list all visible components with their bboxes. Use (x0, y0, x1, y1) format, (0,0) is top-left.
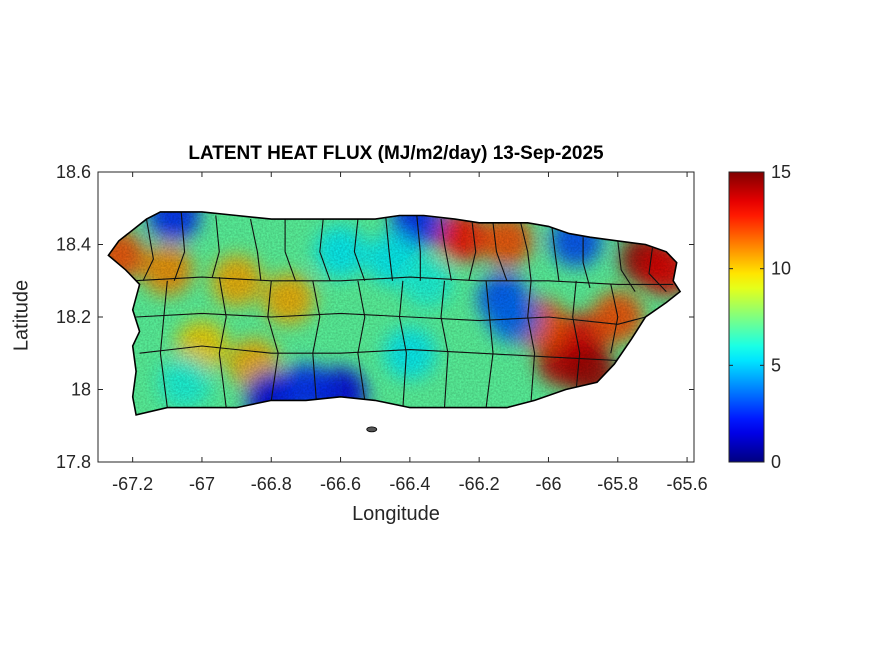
boundary-22 (267, 280, 279, 401)
x-tick-label: -65.6 (667, 474, 708, 494)
boundary-11 (492, 222, 508, 281)
y-tick-label: 18 (71, 380, 91, 400)
islet-0 (366, 426, 378, 433)
x-tick-label: -66 (535, 474, 561, 494)
x-tick-label: -66.2 (459, 474, 500, 494)
x-tick-label: -66.8 (251, 474, 292, 494)
boundary-13 (551, 226, 560, 281)
colorbar: 0 5 10 15 (728, 162, 791, 472)
colorbar-gradient (728, 171, 765, 463)
boundary-5 (319, 219, 331, 281)
y-tick-label: 17.8 (56, 452, 91, 472)
x-tick-label: -67 (189, 474, 215, 494)
y-tick-label: 18.2 (56, 307, 91, 327)
boundary-28 (527, 280, 536, 401)
x-tick-label: -66.6 (320, 474, 361, 494)
colorbar-tick-label: 10 (771, 259, 791, 279)
boundary-7 (385, 215, 394, 281)
boundary-30 (610, 284, 619, 354)
y-tick-label: 18.4 (56, 235, 91, 255)
x-tick-label: -66.4 (389, 474, 430, 494)
boundary-4 (284, 219, 297, 281)
colorbar-tick-label: 15 (771, 162, 791, 182)
y-axis-label: Latitude (10, 279, 33, 352)
boundary-6 (353, 219, 366, 281)
boundary-12 (520, 222, 532, 281)
boundary-9 (440, 219, 452, 281)
boundary-25 (398, 280, 407, 408)
boundary-24 (357, 280, 366, 401)
x-tick-label: -65.8 (597, 474, 638, 494)
municipality-boundaries (132, 211, 674, 408)
boundary-0 (142, 219, 154, 282)
boundary-10 (468, 222, 477, 281)
axes: -67.2 -67 -66.8 -66.6 -66.4 -66.2 -66 -65.8 -65.… (56, 162, 708, 494)
boundary-17 (132, 276, 674, 285)
island-outline (107, 211, 682, 416)
map-title: LATENT HEAT FLUX (MJ/m2/day) 13-Sep-2025 (188, 143, 604, 164)
boundary-26 (440, 280, 449, 408)
boundary-3 (249, 218, 262, 281)
boundary-27 (485, 280, 494, 408)
x-tick-label: -67.2 (112, 474, 153, 494)
boundary-18 (136, 312, 646, 325)
boundary-8 (416, 215, 421, 281)
boundary-2 (211, 215, 220, 278)
boundary-16 (648, 248, 667, 292)
x-axis-label: Longitude (352, 503, 440, 525)
boundary-23 (312, 280, 321, 401)
boundary-14 (582, 237, 591, 289)
boundary-19 (139, 345, 618, 362)
boundary-29 (572, 280, 581, 390)
boundary-1 (173, 211, 186, 281)
y-tick-label: 18.6 (56, 162, 91, 182)
boundary-20 (159, 280, 168, 408)
colorbar-tick-label: 0 (771, 452, 781, 472)
coastline (107, 211, 682, 433)
colorbar-tick-label: 5 (771, 355, 781, 375)
boundary-21 (218, 277, 227, 408)
